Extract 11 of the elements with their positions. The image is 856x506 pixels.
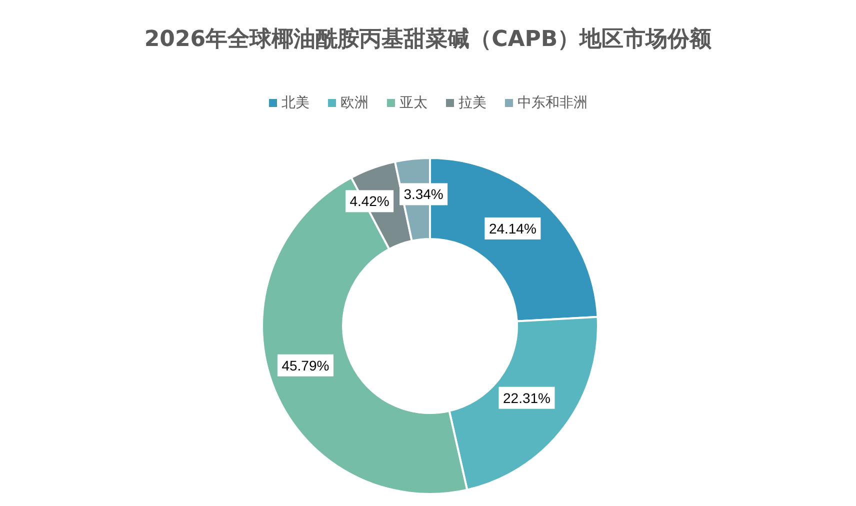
legend-label: 拉美 xyxy=(458,94,486,112)
data-label: 22.31% xyxy=(503,390,550,406)
data-label: 3.34% xyxy=(404,186,444,202)
data-label: 24.14% xyxy=(488,220,536,236)
legend-label: 中东和非洲 xyxy=(516,94,588,112)
legend-label: 北美 xyxy=(280,94,310,112)
data-label: 45.79% xyxy=(282,357,330,374)
chart-title: 2026年全球椰油酰胺丙基甜菜碱（CAPB）地区市场份额 xyxy=(143,26,713,54)
data-label: 4.42% xyxy=(350,193,390,210)
legend-label: 亚太 xyxy=(398,94,428,112)
legend-label: 欧洲 xyxy=(340,94,368,112)
